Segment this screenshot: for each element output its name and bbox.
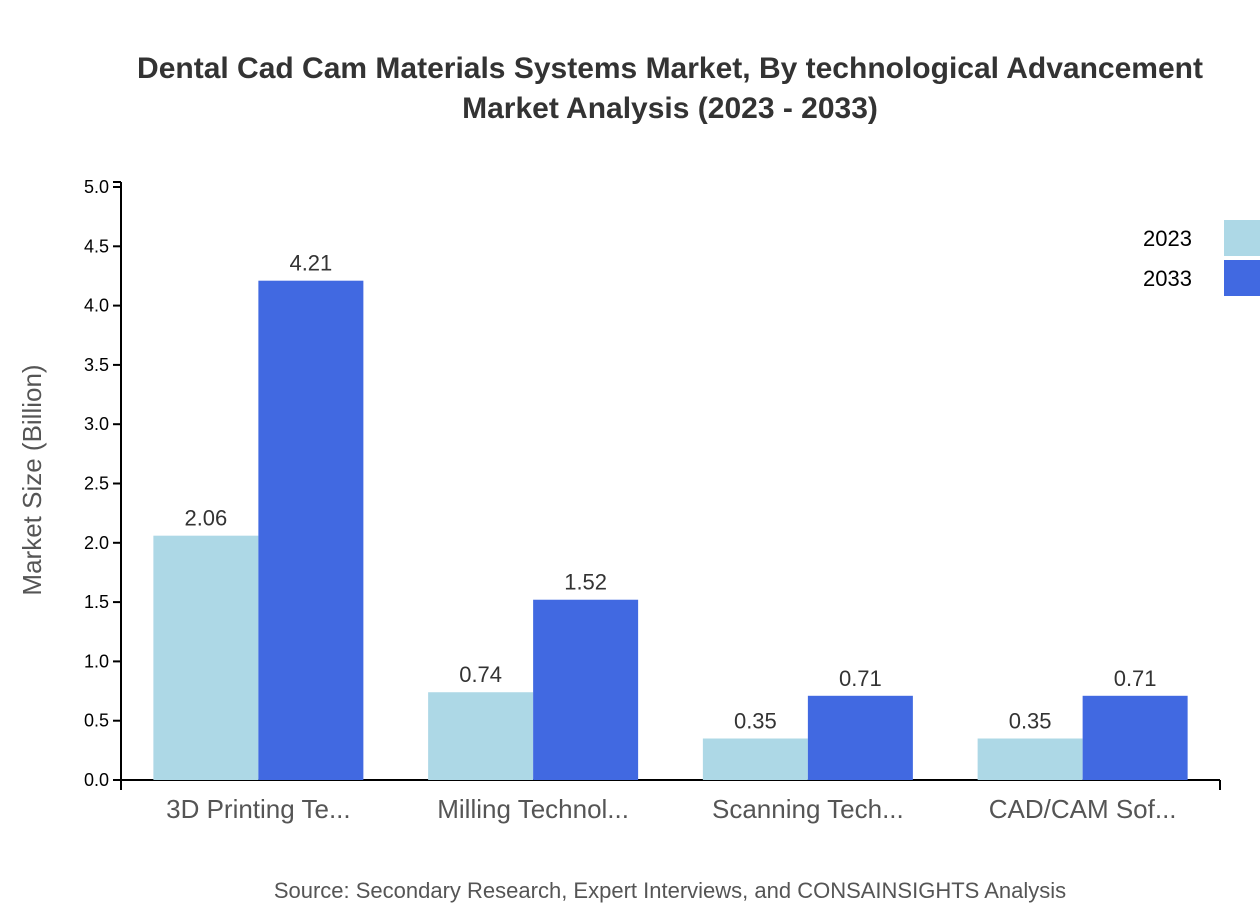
data-label: 2.06	[184, 506, 227, 531]
legend-swatch-2033	[1224, 260, 1260, 296]
y-axis-label: Market Size (Billion)	[17, 364, 47, 595]
x-tick-label: Scanning Tech...	[712, 794, 904, 824]
data-label: 1.52	[564, 570, 607, 595]
y-tick-label: 0.5	[84, 711, 109, 731]
data-label: 0.74	[459, 662, 502, 687]
chart-title: Dental Cad Cam Materials Systems Market,…	[137, 52, 1203, 85]
y-tick-label: 3.0	[84, 414, 109, 434]
y-tick-label: 1.0	[84, 651, 109, 671]
legend-label: 2023	[1143, 226, 1192, 251]
y-tick-label: 2.5	[84, 474, 109, 494]
y-tick-label: 4.5	[84, 236, 109, 256]
y-tick-label: 1.5	[84, 592, 109, 612]
bar-2023	[428, 692, 534, 780]
chart-subtitle: Market Analysis (2023 - 2033)	[462, 92, 878, 125]
x-tick-label: 3D Printing Te...	[166, 794, 351, 824]
bar-2023	[977, 738, 1083, 780]
data-label: 0.35	[734, 708, 777, 733]
data-label: 0.71	[1114, 666, 1157, 691]
legend-label: 2033	[1143, 266, 1192, 291]
data-label: 4.21	[289, 251, 332, 276]
bar-2033	[1082, 695, 1188, 780]
data-label: 0.71	[839, 666, 882, 691]
bar-2033	[258, 280, 364, 780]
y-tick-label: 3.5	[84, 355, 109, 375]
x-tick-label: CAD/CAM Sof...	[989, 794, 1177, 824]
source-note: Source: Secondary Research, Expert Inter…	[273, 878, 1067, 903]
y-tick-label: 0.0	[84, 770, 109, 790]
bar-2023	[702, 738, 808, 780]
y-tick-label: 4.0	[84, 296, 109, 316]
y-tick-label: 2.0	[84, 533, 109, 553]
bar-2033	[807, 695, 913, 780]
legend-swatch-2023	[1224, 220, 1260, 256]
data-label: 0.35	[1009, 708, 1052, 733]
bar-2033	[533, 599, 639, 780]
y-tick-label: 5.0	[84, 177, 109, 197]
x-tick-label: Milling Technol...	[437, 794, 629, 824]
bar-2023	[153, 535, 259, 780]
